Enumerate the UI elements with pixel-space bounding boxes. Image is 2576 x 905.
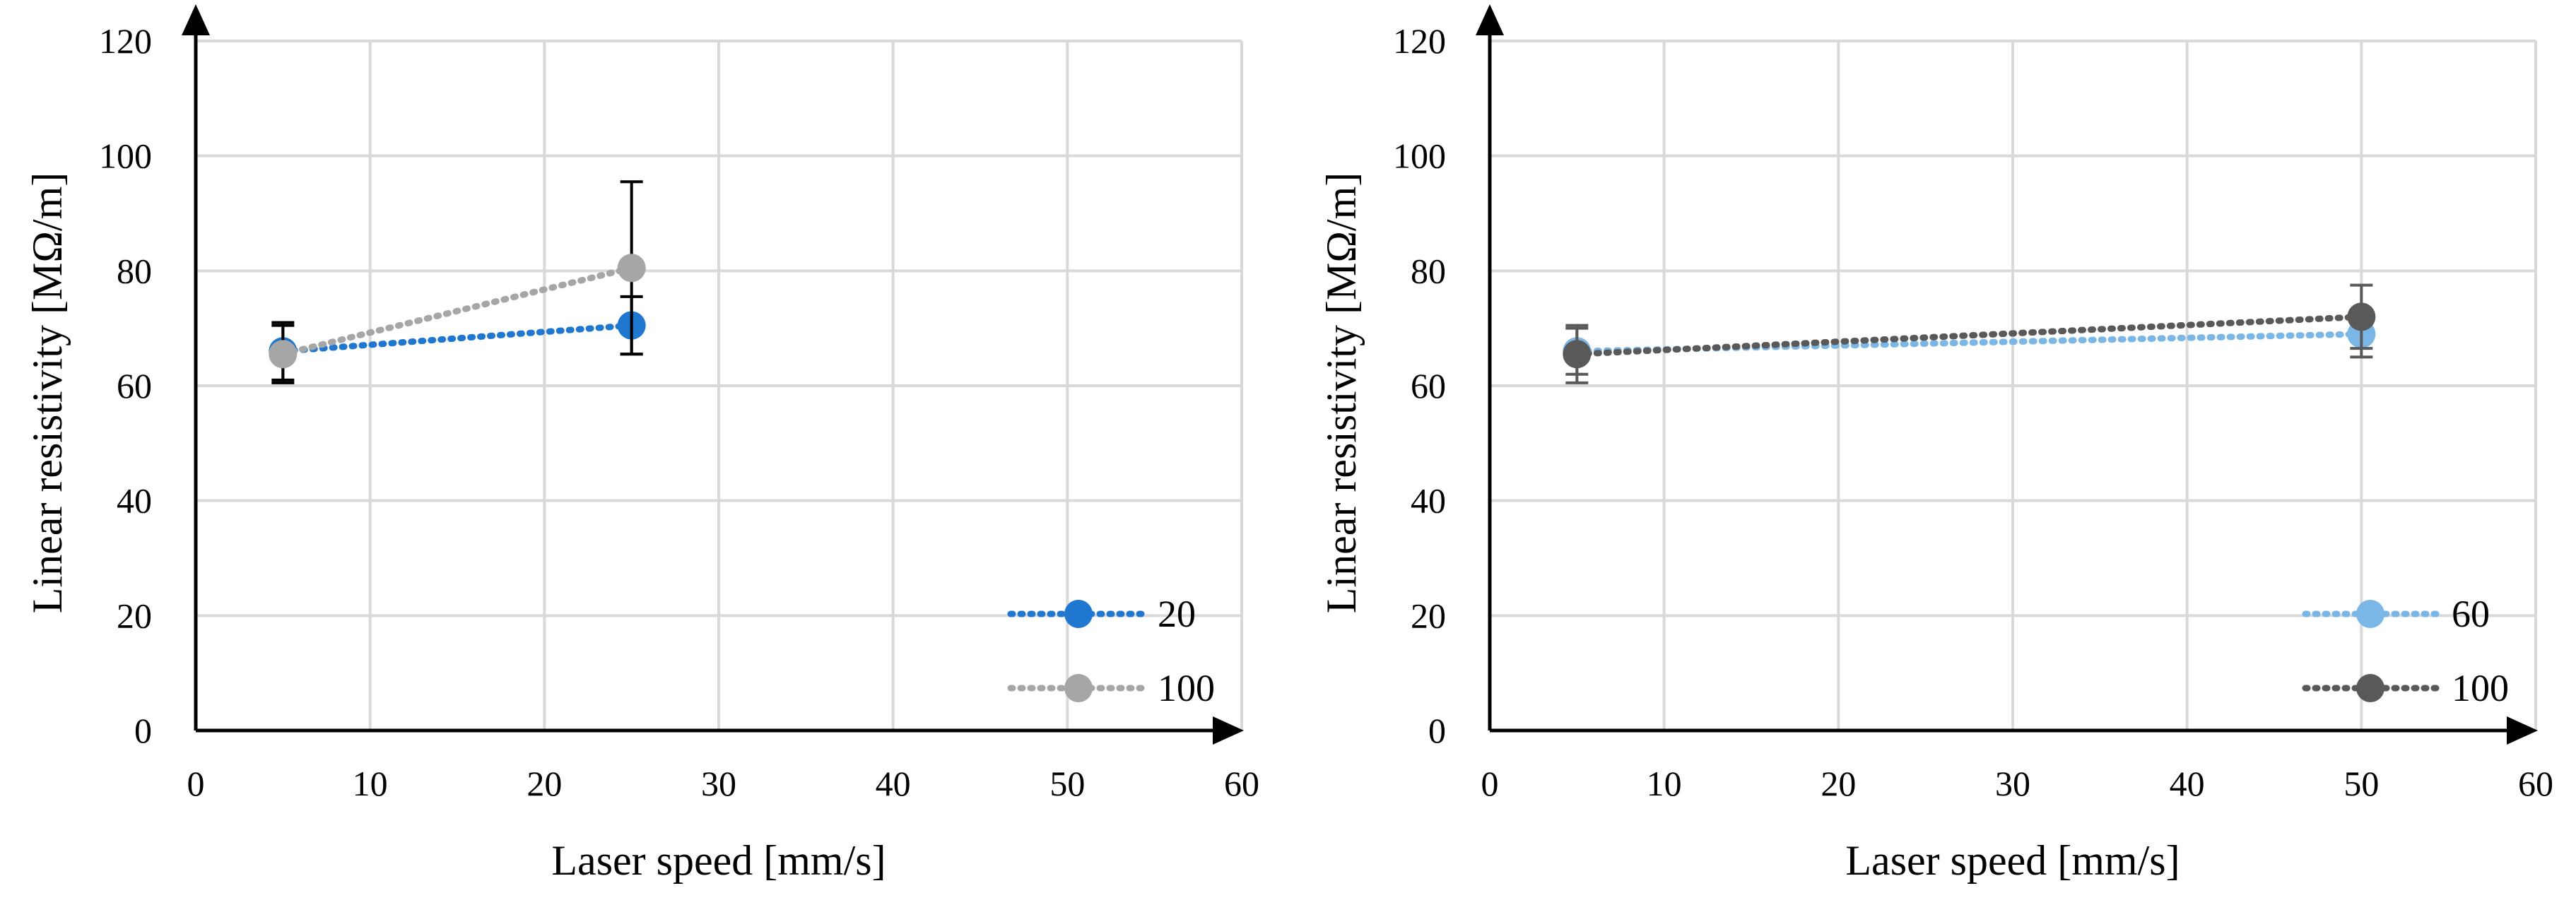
x-tick-label: 0 [1481,764,1499,803]
legend-label: 100 [2452,667,2509,709]
x-axis-title: Laser speed [mm/s] [551,837,886,884]
x-tick-label: 10 [1647,764,1682,803]
legend-marker [2356,600,2384,628]
legend-label: 60 [2452,593,2490,635]
legend-entry: 60 [2302,593,2490,635]
y-axis-arrow-icon [182,4,210,35]
y-tick-label: 80 [1411,251,1446,290]
x-axis-arrow-icon [2507,716,2538,745]
legend-label: 20 [1158,593,1196,635]
y-tick-label: 120 [1393,21,1446,61]
x-tick-label: 50 [1049,764,1085,803]
x-tick-label: 0 [187,764,205,803]
y-axis-arrow-icon [1476,4,1504,35]
x-axis-arrow-icon [1213,716,1244,745]
x-tick-label: 20 [1821,764,1856,803]
series-100 [269,180,646,384]
x-tick-label: 10 [353,764,388,803]
legend-marker [2356,674,2384,702]
y-tick-label: 0 [134,711,152,750]
gridlines [196,40,1243,730]
series-line [1573,313,2365,357]
x-tick-label: 30 [1995,764,2030,803]
y-tick-label: 100 [1393,136,1446,176]
x-tick-label: 40 [876,764,911,803]
data-point [2347,302,2376,331]
legend-entry: 100 [2302,667,2509,709]
x-axis-title: Laser speed [mm/s] [1845,837,2180,884]
series-line [279,264,635,357]
y-axis-title: Linear resistivity [MΩ/m] [1318,172,1365,613]
series-100 [1563,283,2376,384]
y-tick-label: 20 [1411,596,1446,635]
x-tick-label: 40 [2170,764,2205,803]
y-tick-label: 20 [117,596,152,635]
legend-label: 100 [1158,667,1215,709]
y-tick-label: 100 [99,136,152,176]
x-tick-label: 50 [2343,764,2379,803]
data-point [1563,340,1592,369]
x-tick-label: 20 [527,764,562,803]
legend-entry: 100 [1007,667,1215,709]
chart-panel-1: 0 10 20 30 40 50 60 0 20 40 60 80 100 120 Laser speed … [24,4,1259,884]
data-point [269,340,298,369]
legend-marker [1064,674,1093,702]
legend-marker [1064,600,1093,628]
y-tick-label: 120 [99,21,152,61]
y-tick-label: 40 [117,481,152,521]
y-tick-label: 60 [117,366,152,406]
y-tick-label: 40 [1411,481,1446,521]
legend-entry: 20 [1007,593,1196,635]
x-tick-label: 60 [1224,764,1259,803]
y-tick-label: 0 [1428,711,1446,750]
y-axis-title: Linear resistivity [MΩ/m] [24,172,71,613]
y-tick-label: 60 [1411,366,1446,406]
chart-panel-2: 0 10 20 30 40 50 60 0 20 40 60 80 100 120 Laser speed … [1318,4,2553,884]
data-point [617,254,646,283]
series-line [279,322,635,355]
x-tick-label: 60 [2518,764,2553,803]
gridlines [1490,40,2537,730]
y-tick-label: 80 [117,251,152,290]
x-tick-label: 30 [701,764,736,803]
